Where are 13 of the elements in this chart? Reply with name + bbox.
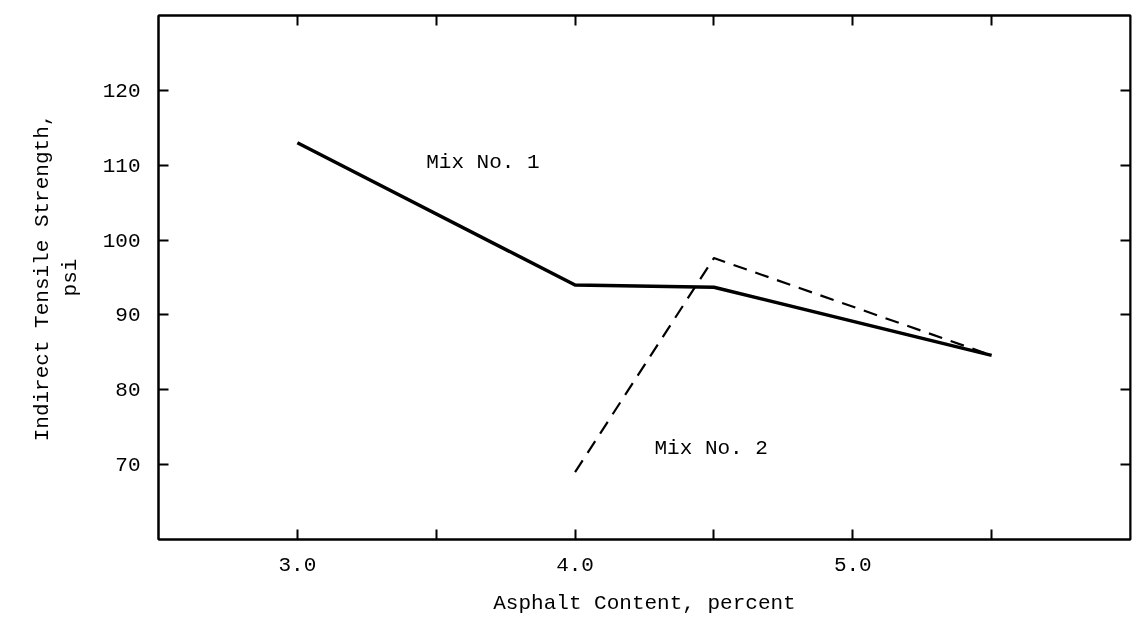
- y-axis-title: Indirect Tensile Strength, psi: [31, 113, 82, 442]
- y-tick-label: 70: [115, 454, 141, 478]
- series-label: Mix No. 1: [426, 150, 540, 174]
- x-axis-title: Asphalt Content, percent: [493, 591, 796, 615]
- x-tick-label: 3.0: [278, 553, 317, 577]
- text: Mix No. 2: [654, 437, 768, 461]
- y-tick-label: 90: [115, 304, 141, 328]
- y-tick-label: 110: [102, 154, 141, 178]
- y-tick-label: 120: [102, 79, 141, 103]
- y-tick-label: 80: [115, 379, 141, 403]
- y-tick-label: 100: [102, 229, 141, 253]
- x-tick-label: 4.0: [556, 553, 594, 577]
- x-tick-label: 5.0: [833, 553, 872, 577]
